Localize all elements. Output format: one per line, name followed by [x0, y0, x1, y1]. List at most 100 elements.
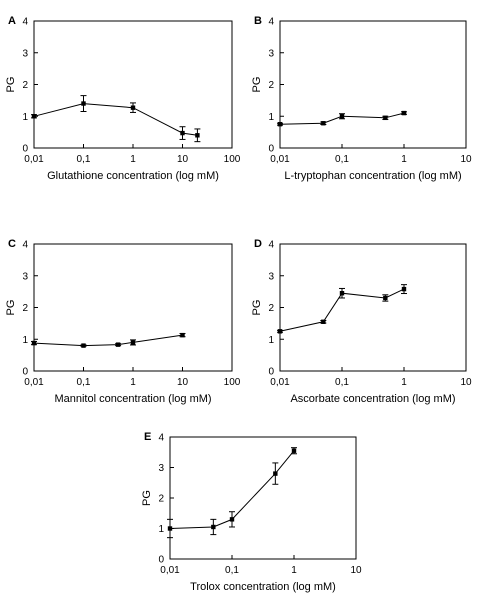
- plot-frame-b: [279, 20, 467, 149]
- panel-e: E 0 1 2 3 4 0,01 0,1 1 10 Trolox concentration (lo…: [141, 431, 362, 593]
- data-point: [81, 101, 86, 106]
- y-tick-label: 2: [22, 303, 28, 314]
- y-axis-label: PG: [251, 77, 263, 93]
- x-tick-label: 1: [291, 565, 297, 576]
- y-tick-label: 1: [158, 524, 164, 535]
- x-tick-label: 0,1: [77, 377, 91, 388]
- x-tick-label: 10: [350, 565, 362, 576]
- y-tick-label: 0: [22, 144, 28, 155]
- y-tick-label: 2: [268, 303, 274, 314]
- y-tick-label: 1: [268, 335, 274, 346]
- y-tick-label: 4: [22, 17, 28, 28]
- panel-d: D 0 1 2 3 4 0,01 0,1 1 10 Ascorbate concentration …: [251, 238, 472, 405]
- data-point: [321, 319, 326, 324]
- plot-frame-a: [33, 20, 233, 149]
- data-point: [180, 332, 185, 338]
- series-line: [33, 334, 183, 347]
- y-tick-label: 3: [158, 463, 164, 474]
- data-point: [339, 291, 345, 296]
- data-point: [401, 286, 407, 292]
- y-tick-label: 1: [22, 112, 28, 123]
- panel-label-a: A: [8, 15, 16, 27]
- data-point: [277, 121, 283, 127]
- x-axis-label: Ascorbate concentration (log mM): [290, 393, 455, 405]
- plot-frame-d: [279, 243, 467, 372]
- data-point: [31, 114, 37, 119]
- y-tick-label: 0: [22, 367, 28, 378]
- x-tick-label: 100: [224, 154, 241, 165]
- y-tick-label: 0: [268, 367, 274, 378]
- data-point: [130, 340, 136, 345]
- data-point: [115, 342, 121, 347]
- x-axis-label: Trolox concentration (log mM): [190, 581, 336, 593]
- x-tick-label: 10: [177, 154, 189, 165]
- y-tick-label: 2: [268, 80, 274, 91]
- x-tick-label: 10: [460, 377, 472, 388]
- panel-label-c: C: [8, 238, 16, 250]
- data-point: [130, 105, 136, 110]
- x-tick-label: 10: [177, 377, 189, 388]
- plot-frame-e: [169, 436, 357, 560]
- y-tick-label: 4: [158, 433, 164, 444]
- y-axis-label: PG: [5, 300, 17, 316]
- data-point: [273, 471, 278, 476]
- data-point: [339, 114, 345, 119]
- y-tick-label: 4: [268, 240, 274, 251]
- x-tick-label: 1: [130, 377, 136, 388]
- panel-b: B 0 1 2 3 4 0,01 0,1 1 10 L-tryptophan concentrati…: [251, 15, 472, 182]
- y-tick-label: 1: [268, 112, 274, 123]
- x-axis-label: Mannitol concentration (log mM): [54, 393, 211, 405]
- x-tick-label: 1: [130, 154, 136, 165]
- x-tick-label: 0,1: [335, 377, 349, 388]
- y-tick-label: 2: [22, 80, 28, 91]
- y-axis-label: PG: [251, 300, 263, 316]
- x-tick-label: 0,01: [160, 565, 180, 576]
- x-tick-label: 0,1: [335, 154, 349, 165]
- y-tick-label: 3: [22, 48, 28, 59]
- x-tick-label: 0,1: [225, 565, 239, 576]
- data-point: [167, 526, 173, 531]
- plot-frame-c: [33, 243, 233, 372]
- data-point: [321, 121, 326, 126]
- data-point: [383, 115, 388, 121]
- series-line: [33, 103, 198, 136]
- x-tick-label: 1: [401, 154, 407, 165]
- y-tick-label: 3: [22, 271, 28, 282]
- data-point: [383, 295, 388, 301]
- y-tick-label: 1: [22, 335, 28, 346]
- y-axis-label: PG: [5, 77, 17, 93]
- data-point: [277, 329, 283, 334]
- y-axis-label: PG: [141, 490, 153, 506]
- panel-label-e: E: [144, 431, 151, 443]
- data-point: [81, 343, 86, 348]
- y-tick-label: 3: [268, 271, 274, 282]
- data-point: [180, 130, 185, 136]
- y-tick-label: 2: [158, 494, 164, 505]
- data-point: [211, 524, 216, 530]
- y-tick-label: 3: [268, 48, 274, 59]
- data-point: [291, 448, 297, 453]
- x-tick-label: 10: [460, 154, 472, 165]
- data-point: [229, 517, 235, 522]
- x-tick-label: 0,01: [270, 377, 290, 388]
- x-tick-label: 100: [224, 377, 241, 388]
- x-tick-label: 0,01: [24, 154, 44, 165]
- panel-label-d: D: [254, 238, 262, 250]
- y-tick-label: 0: [268, 144, 274, 155]
- data-point: [401, 110, 407, 116]
- x-axis-label: Glutathione concentration (log mM): [47, 170, 219, 182]
- panel-c: C 0 1 2 3 4 0,01 0,1 1 10 100 Mannitol concentratio…: [5, 238, 241, 405]
- x-tick-label: 0,01: [270, 154, 290, 165]
- data-point: [195, 133, 200, 138]
- x-tick-label: 0,01: [24, 377, 44, 388]
- panel-label-b: B: [254, 15, 262, 27]
- x-axis-label: L-tryptophan concentration (log mM): [284, 170, 461, 182]
- y-tick-label: 0: [158, 555, 164, 566]
- data-point: [31, 340, 37, 346]
- y-tick-label: 4: [22, 240, 28, 251]
- panel-a: A 0 1 2 3 4 0,01 0,1 1 10 100 Glutathione concentra…: [5, 15, 241, 182]
- x-tick-label: 0,1: [77, 154, 91, 165]
- y-tick-label: 4: [268, 17, 274, 28]
- x-tick-label: 1: [401, 377, 407, 388]
